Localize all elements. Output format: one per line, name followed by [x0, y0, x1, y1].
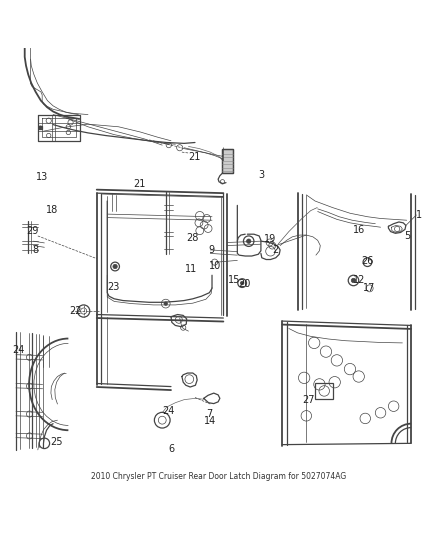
- Text: 9: 9: [208, 245, 215, 255]
- Text: 24: 24: [162, 407, 175, 416]
- Text: 14: 14: [204, 416, 216, 426]
- Circle shape: [247, 239, 251, 244]
- Text: 22: 22: [70, 306, 82, 316]
- Text: 23: 23: [107, 282, 120, 293]
- Circle shape: [351, 278, 356, 282]
- Text: 27: 27: [302, 394, 315, 405]
- Text: 17: 17: [364, 284, 376, 293]
- Text: 2010 Chrysler PT Cruiser Rear Door Latch Diagram for 5027074AG: 2010 Chrysler PT Cruiser Rear Door Latch…: [92, 472, 346, 481]
- Text: 1: 1: [416, 210, 422, 220]
- Text: 5: 5: [404, 231, 411, 241]
- Text: 28: 28: [187, 233, 199, 243]
- Text: 19: 19: [265, 234, 277, 244]
- Text: 10: 10: [208, 261, 221, 271]
- Text: 2: 2: [272, 245, 279, 255]
- Text: 21: 21: [133, 180, 146, 189]
- Text: 20: 20: [238, 279, 251, 289]
- Text: 15: 15: [228, 274, 240, 285]
- Circle shape: [39, 126, 42, 130]
- Text: 26: 26: [361, 256, 374, 266]
- Circle shape: [164, 302, 167, 305]
- Text: 11: 11: [184, 264, 197, 273]
- Bar: [223, 149, 233, 173]
- Bar: [315, 383, 333, 399]
- Text: 29: 29: [26, 225, 38, 236]
- Text: 12: 12: [353, 276, 365, 286]
- Text: 18: 18: [46, 205, 58, 215]
- Text: 16: 16: [353, 225, 365, 235]
- Text: 8: 8: [32, 245, 39, 255]
- Text: 24: 24: [12, 345, 25, 356]
- Bar: [223, 149, 233, 173]
- Text: 3: 3: [259, 170, 265, 180]
- Text: 21: 21: [188, 152, 201, 163]
- Text: 7: 7: [206, 409, 212, 419]
- Circle shape: [113, 264, 117, 269]
- Circle shape: [240, 281, 244, 285]
- Text: 13: 13: [36, 172, 48, 182]
- Text: 6: 6: [168, 443, 174, 454]
- Text: 25: 25: [50, 437, 63, 447]
